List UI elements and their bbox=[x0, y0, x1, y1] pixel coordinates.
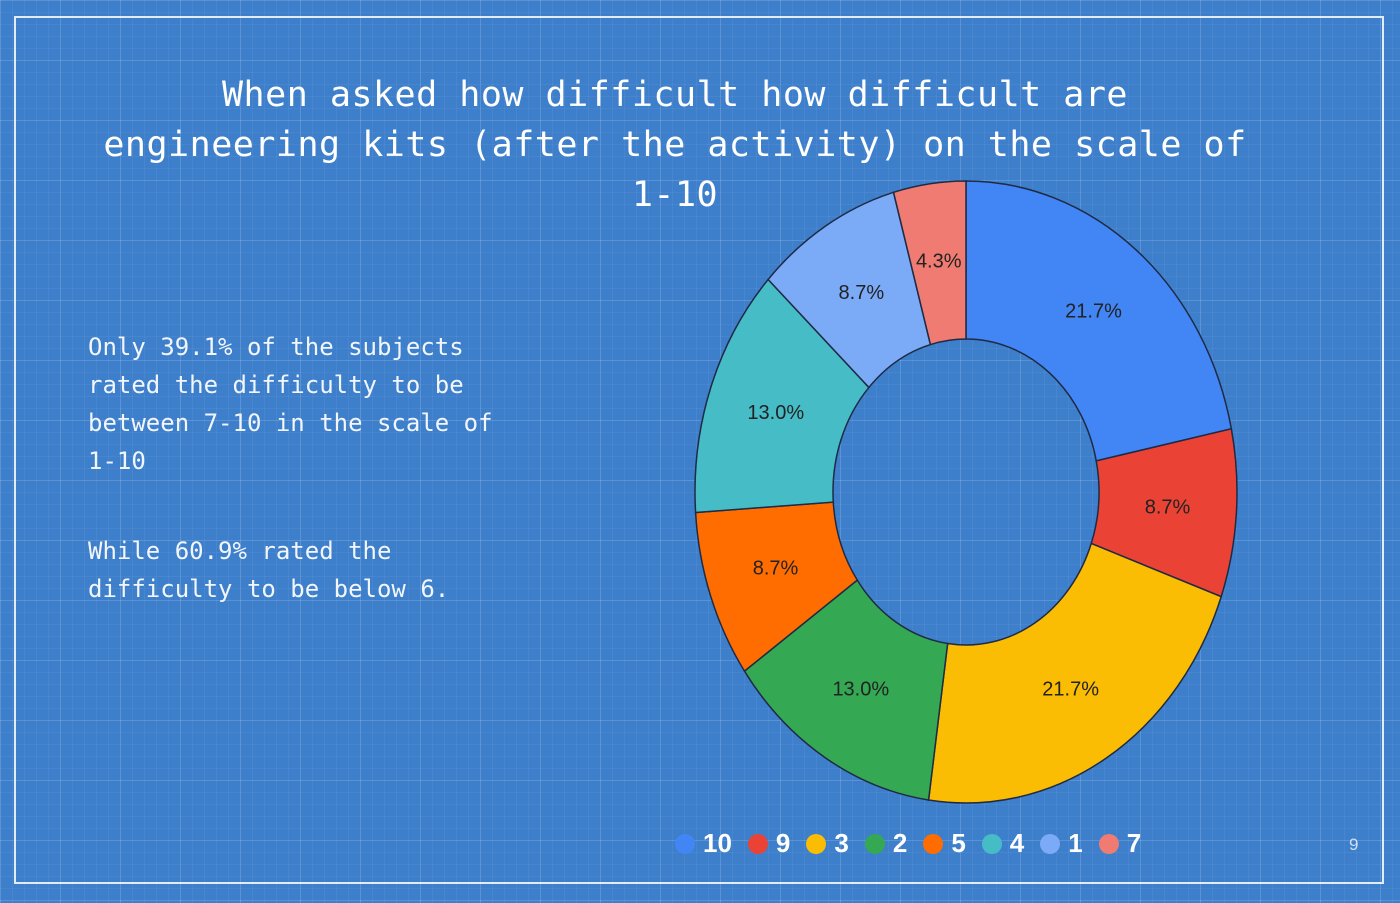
legend-swatch-10 bbox=[675, 833, 695, 854]
legend-swatch-3 bbox=[806, 833, 827, 854]
slice-label-1: 8.7% bbox=[839, 282, 885, 304]
legend-item-10: 10 bbox=[675, 828, 732, 859]
legend-item-4: 4 bbox=[981, 828, 1025, 859]
legend-swatch-7 bbox=[1098, 833, 1119, 854]
slice-label-2: 13.0% bbox=[832, 678, 889, 700]
legend-label-3: 3 bbox=[834, 828, 849, 858]
donut-slice-7 bbox=[892, 180, 967, 346]
donut-slice-3 bbox=[927, 542, 1223, 804]
legend-label-4: 4 bbox=[1009, 828, 1025, 858]
slide-title: When asked how difficult how difficult a… bbox=[103, 75, 1247, 215]
legend-item-1: 1 bbox=[1040, 828, 1083, 859]
chart-legend: 10 9 3 2 5 4 1 7 bbox=[675, 828, 1141, 859]
slice-label-3: 21.7% bbox=[1042, 679, 1099, 701]
legend-swatch-4 bbox=[981, 833, 1002, 854]
summary-paragraph-below: While 60.9% rated the difficulty to be b… bbox=[88, 537, 450, 603]
summary-paragraph-above: Only 39.1% of the subjects rated the dif… bbox=[88, 333, 493, 475]
donut-slice-4 bbox=[694, 278, 870, 514]
legend-label-5: 5 bbox=[951, 828, 966, 858]
legend-label-7: 7 bbox=[1126, 828, 1142, 858]
legend-label-10: 10 bbox=[703, 828, 732, 858]
slice-label-4: 13.0% bbox=[747, 402, 804, 424]
legend-label-9: 9 bbox=[775, 828, 791, 858]
donut-slice-10 bbox=[965, 180, 1233, 462]
legend-swatch-9 bbox=[747, 833, 768, 854]
legend-swatch-5 bbox=[923, 833, 944, 854]
legend-item-7: 7 bbox=[1098, 828, 1142, 859]
slide-frame bbox=[14, 16, 1384, 884]
slice-label-10: 21.7% bbox=[1065, 300, 1122, 322]
donut-slice-2 bbox=[743, 579, 949, 801]
legend-item-5: 5 bbox=[923, 828, 966, 859]
page-number: 9 bbox=[1349, 835, 1359, 854]
legend-item-3: 3 bbox=[806, 828, 849, 859]
legend-swatch-1 bbox=[1040, 833, 1061, 854]
legend-item-2: 2 bbox=[864, 828, 908, 859]
legend-item-9: 9 bbox=[747, 828, 791, 859]
legend-label-1: 1 bbox=[1068, 828, 1083, 858]
slice-label-9: 8.7% bbox=[1145, 496, 1191, 518]
legend-label-2: 2 bbox=[892, 828, 908, 858]
legend-swatch-2 bbox=[864, 833, 885, 854]
slice-label-7: 4.3% bbox=[916, 250, 962, 272]
donut-slice-labels: 21.7% 8.7% 21.7% 13.0% 8.7% 13.0% 8.7% 4.3% bbox=[747, 250, 1190, 700]
slice-label-5: 8.7% bbox=[753, 558, 799, 580]
donut-slices bbox=[694, 180, 1238, 804]
